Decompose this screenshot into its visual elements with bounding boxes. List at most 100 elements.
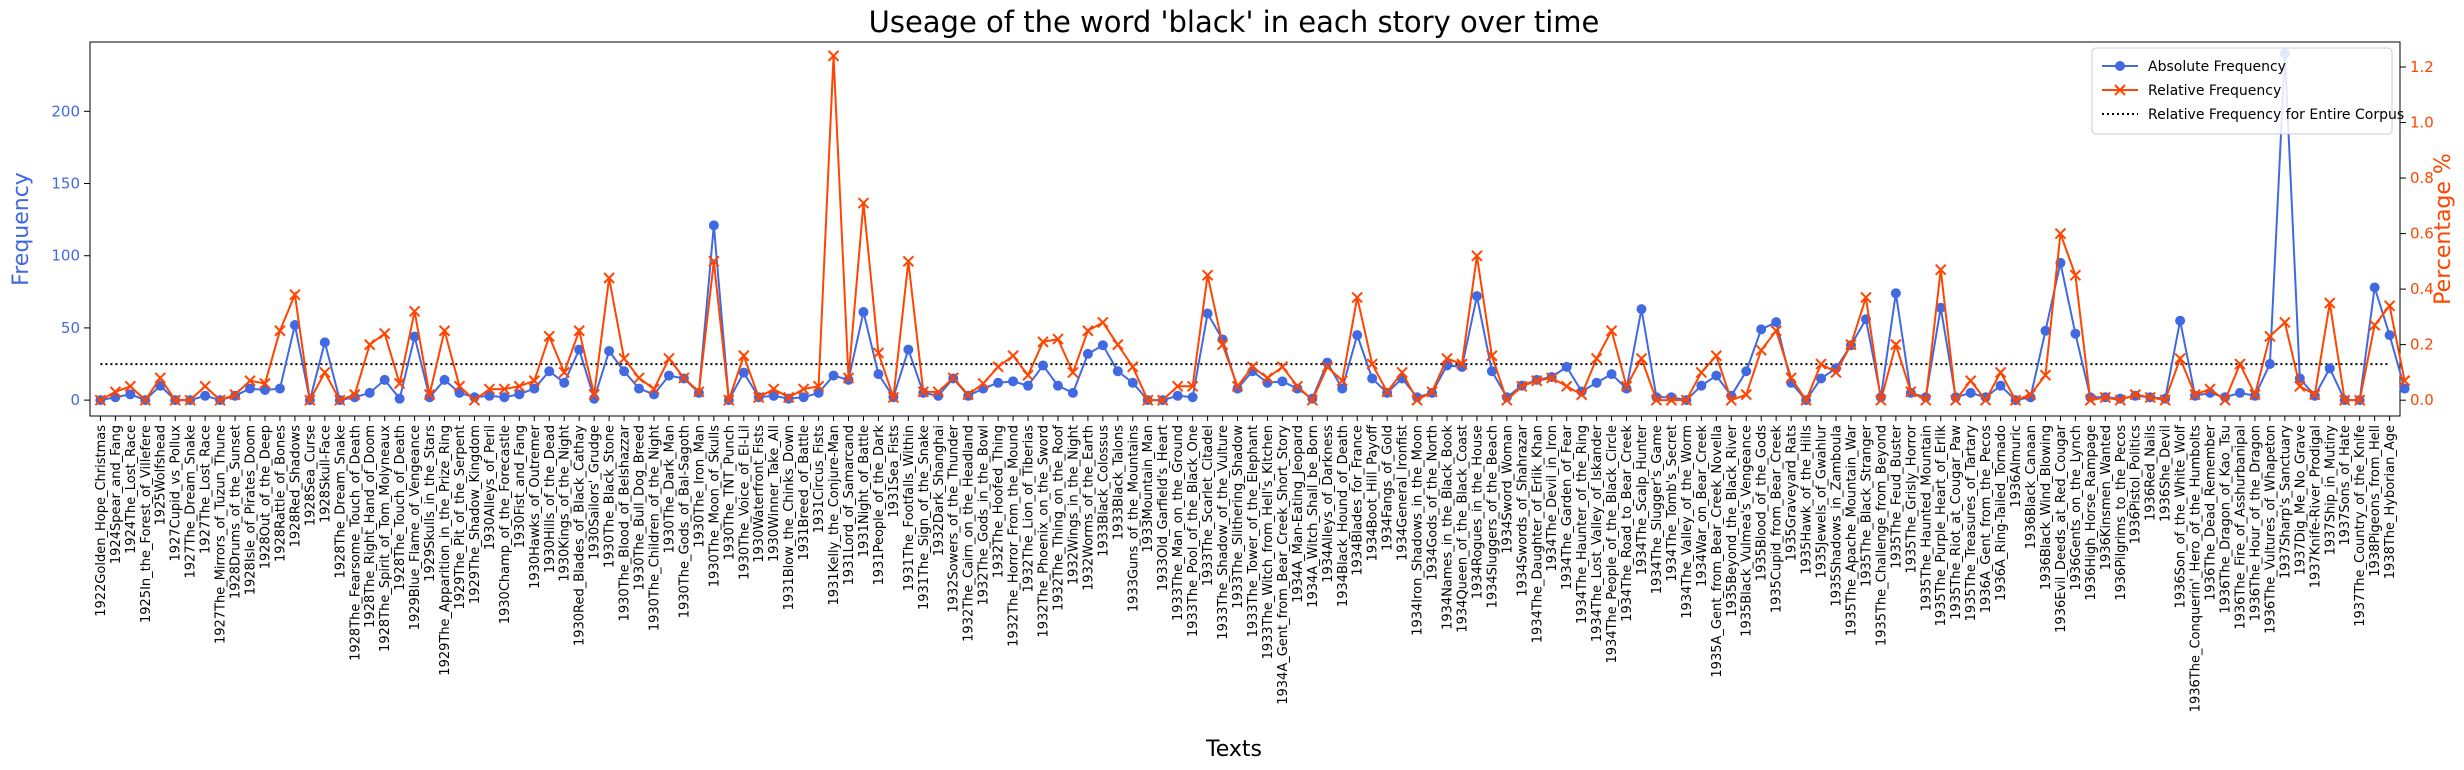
x-tick-label: 1928Red_Shadows — [288, 425, 303, 548]
x-tick-label: 1933Black_Talons — [1111, 425, 1126, 540]
x-tick-label: 1933The_Tower_of_the_Elephant — [1246, 425, 1261, 637]
x-tick-label: 1934The_Lost_Valley_of_Iskander — [1590, 424, 1605, 642]
x-tick-label: 1929The_Apparition_in_the_Prize_Ring — [438, 425, 453, 676]
point — [1935, 302, 1946, 313]
x-tick-label: 1936Pistol_Politics — [2129, 425, 2144, 545]
point — [1740, 388, 1752, 401]
point — [1635, 352, 1648, 365]
point — [438, 325, 451, 337]
x-tick-label: 1932The_Hoofed_Thing — [992, 425, 1007, 578]
x-tick-label: 1934Alleys_of_Darkness — [1321, 425, 1336, 583]
point — [693, 386, 705, 398]
point — [1546, 372, 1558, 384]
x-tick-label: 1930The_Gods_of_Bal-Sagoth — [677, 425, 692, 618]
point — [813, 387, 824, 398]
point — [513, 380, 526, 392]
x-tick-label: 1930Kings_of_the_Night — [558, 425, 573, 582]
x-tick-label: 1931The_Footfalls_Within — [902, 425, 917, 591]
point — [1890, 288, 1901, 299]
point — [1770, 325, 1782, 337]
x-tick-label: 1930Hills_of_the_Dead — [543, 425, 558, 573]
x-tick-label: 1935Blood_of_the_Gods — [1755, 425, 1770, 581]
point — [289, 320, 300, 331]
point — [1949, 394, 1962, 406]
point — [2324, 297, 2336, 309]
point — [2159, 394, 2171, 406]
x-tick-label: 1936High_Horse_Rampage — [2084, 425, 2099, 601]
chart-title: Useage of the word 'black' in each story… — [869, 5, 1600, 39]
point — [1471, 250, 1483, 262]
x-tick-label: 1936Gents_on_the_Lynch — [2069, 425, 2084, 591]
y2-tick-label: 0.2 — [2410, 336, 2434, 354]
point — [903, 344, 914, 355]
point — [1965, 387, 1976, 398]
x-tick-label: 1933The_Pool_of_the_Black_One — [1186, 425, 1201, 637]
point — [1995, 380, 2006, 391]
point — [992, 361, 1004, 373]
x-tick-label: 1934Names_in_the_Black_Book — [1440, 425, 1455, 630]
point — [125, 389, 136, 400]
point — [1261, 372, 1274, 384]
point — [993, 377, 1004, 388]
point — [2144, 391, 2156, 404]
x-tick-label: 1925Wolfshead — [154, 425, 169, 526]
x-tick-label: 1928Isle_of_Pirates_Doom — [244, 425, 259, 595]
x-tick-label: 1935The_Black_Stranger — [1859, 424, 1874, 587]
y2-axis-label: Percentage % — [2431, 153, 2456, 305]
x-tick-label: 1937The_Country_of_the_Knife — [2353, 425, 2368, 627]
x-tick-label: 1934Sword_Woman — [1500, 425, 1515, 554]
x-tick-label: 1935Hawk_of_the_Hills — [1800, 425, 1815, 575]
point — [1710, 350, 1723, 362]
y-tick-label: 150 — [51, 175, 80, 193]
point — [1621, 383, 1632, 394]
x-tick-label: 1927The_Mirrors_of_Tuzun_Thune — [214, 425, 229, 644]
point — [2069, 269, 2082, 281]
point — [559, 377, 570, 388]
y2-tick-label: 1.2 — [2410, 58, 2434, 76]
x-tick-label: 1934Boot_Hill_Payoff — [1366, 424, 1381, 561]
point — [1038, 360, 1049, 371]
point — [872, 347, 885, 359]
point — [514, 389, 525, 400]
point — [184, 394, 196, 406]
point — [827, 50, 840, 62]
point — [648, 383, 660, 395]
x-tick-label: 1932The_Gods_in_the_Bowl — [977, 425, 992, 606]
point — [1276, 361, 1289, 373]
x-tick-label: 1935Cupid_from_Bear_Creek — [1770, 425, 1785, 614]
point — [1022, 369, 1034, 381]
point — [244, 375, 256, 387]
point — [618, 352, 630, 365]
x-tick-label: 1934The_Tomb's_Secret — [1665, 425, 1680, 582]
point — [453, 380, 466, 392]
point — [843, 374, 854, 385]
point — [469, 392, 480, 403]
point — [2249, 388, 2261, 401]
point — [259, 377, 271, 390]
x-tick-label: 1929The_Shadow_Kingdom — [468, 425, 483, 604]
point — [1695, 366, 1708, 379]
point — [1171, 380, 1184, 392]
point — [1367, 373, 1378, 384]
point — [528, 375, 541, 387]
point — [483, 383, 496, 395]
x-tick-label: 1932Dark_Shanghai — [932, 425, 947, 556]
x-tick-label: 1933The_Man_on_the_Ground — [1171, 425, 1186, 621]
x-tick-label: 1936Red_Nails — [2144, 425, 2159, 521]
point — [349, 388, 361, 401]
point — [274, 325, 286, 337]
point — [1306, 394, 1319, 406]
point — [1756, 324, 1767, 335]
x-tick-label: 1931The_Sign_of_the_Snake — [917, 425, 932, 610]
point — [2399, 383, 2410, 394]
x-tick-label: 1928The_Right_Hand_of_Doom — [363, 425, 378, 628]
x-tick-label: 1934The_Garden_of_Fear — [1560, 424, 1575, 590]
plot-frame — [89, 41, 2401, 417]
point — [1605, 325, 1618, 337]
x-tick-label: 1935Shadows_in_Zamboula — [1830, 425, 1845, 607]
point — [1157, 394, 1169, 406]
x-tick-label: 1936Black_Wind_Blowing — [2039, 425, 2054, 590]
point — [1680, 394, 1693, 406]
x-tick-label: 1928Skull-Face — [318, 425, 333, 523]
x-tick-label: 1930The_Black_Stone — [603, 425, 618, 568]
